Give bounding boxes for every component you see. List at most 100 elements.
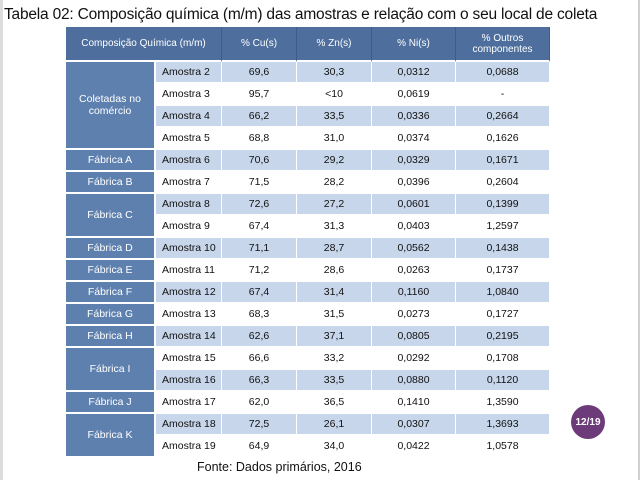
others-cell: 0,1737 <box>456 260 550 282</box>
table-row: Fábrica C Amostra 8 72,6 27,2 0,0601 0,1399 <box>66 194 550 238</box>
cu-cell: 70,6 <box>222 150 297 172</box>
cu-cell: 71,5 <box>222 172 297 194</box>
sample-name-cell: Amostra 12 <box>156 282 222 304</box>
ni-cell: 0,0422 <box>372 436 456 458</box>
others-cell: 1,0578 <box>456 436 550 458</box>
sample-name-cell: Amostra 8 <box>156 194 222 216</box>
source-caption: Fonte: Dados primários, 2016 <box>197 460 362 474</box>
cu-cell: 66,2 <box>222 106 297 128</box>
zn-cell: 30,3 <box>297 62 372 84</box>
table-row: Fábrica D Amostra 10 71,1 28,7 0,0562 0,1438 <box>66 238 550 260</box>
cu-cell: 66,6 <box>222 348 297 370</box>
ni-cell: 0,0273 <box>372 304 456 326</box>
table-body: Coletadas no comércio Amostra 2 69,6 30,3 0,… <box>66 62 550 458</box>
others-cell: 1,0840 <box>456 282 550 304</box>
zn-cell: 28,7 <box>297 238 372 260</box>
table-header-row: Composição Química (m/m) % Cu(s) % Zn(s)… <box>66 27 550 62</box>
cu-cell: 95,7 <box>222 84 297 106</box>
cu-cell: 64,9 <box>222 436 297 458</box>
zn-cell: 31,4 <box>297 282 372 304</box>
sample-name-cell: Amostra 18 <box>156 414 222 436</box>
table-title: Tabela 02: Composição química (m/m) das … <box>4 6 598 23</box>
others-cell: 0,1671 <box>456 150 550 172</box>
ni-cell: 0,1160 <box>372 282 456 304</box>
sample-name-cell: Amostra 15 <box>156 348 222 370</box>
header-zn: % Zn(s) <box>297 27 372 62</box>
ni-cell: 0,0312 <box>372 62 456 84</box>
sample-name-cell: Amostra 19 <box>156 436 222 458</box>
group-label-cell: Fábrica J <box>66 392 156 414</box>
zn-cell: 33,2 <box>297 348 372 370</box>
group-label-cell: Fábrica A <box>66 150 156 172</box>
cu-cell: 71,1 <box>222 238 297 260</box>
cu-cell: 62,0 <box>222 392 297 414</box>
ni-cell: 0,0263 <box>372 260 456 282</box>
table-row: Fábrica E Amostra 11 71,2 28,6 0,0263 0,1737 <box>66 260 550 282</box>
group-label-cell: Fábrica D <box>66 238 156 260</box>
zn-cell: 33,5 <box>297 370 372 392</box>
group-label-cell: Coletadas no comércio <box>66 62 156 150</box>
others-cell: 0,1399 <box>456 194 550 216</box>
sample-name-cell: Amostra 10 <box>156 238 222 260</box>
sample-name-cell: Amostra 6 <box>156 150 222 172</box>
group-label-cell: Fábrica C <box>66 194 156 238</box>
others-cell: 0,1626 <box>456 128 550 150</box>
table-row: Fábrica I Amostra 15 66,6 33,2 0,0292 0,1708 <box>66 348 550 392</box>
sample-name-cell: Amostra 16 <box>156 370 222 392</box>
right-border <box>638 0 640 480</box>
cu-cell: 69,6 <box>222 62 297 84</box>
cu-cell: 67,4 <box>222 282 297 304</box>
zn-cell: 28,2 <box>297 172 372 194</box>
group-label-cell: Fábrica F <box>66 282 156 304</box>
header-ni: % Ni(s) <box>372 27 456 62</box>
table-row: Amostra 3 95,7 <10 0,0619- <box>66 84 550 106</box>
ni-cell: 0,0292 <box>372 348 456 370</box>
zn-cell: 34,0 <box>297 436 372 458</box>
table-row: Fábrica A Amostra 6 70,6 29,2 0,0329 0,1671 <box>66 150 550 172</box>
others-cell: 0,1120 <box>456 370 550 392</box>
sample-name-cell: Amostra 7 <box>156 172 222 194</box>
others-cell: 1,2597 <box>456 216 550 238</box>
sample-name-cell: Amostra 2 <box>156 62 222 84</box>
group-label-cell: Fábrica G <box>66 304 156 326</box>
header-others: % Outros componentes <box>456 27 550 62</box>
sample-name-cell: Amostra 5 <box>156 128 222 150</box>
ni-cell: 0,0562 <box>372 238 456 260</box>
composition-table: Composição Química (m/m) % Cu(s) % Zn(s)… <box>66 27 550 458</box>
zn-cell: 31,5 <box>297 304 372 326</box>
ni-cell: 0,0336 <box>372 106 456 128</box>
others-cell: 0,2604 <box>456 172 550 194</box>
ni-cell: 0,0396 <box>372 172 456 194</box>
zn-cell: 36,5 <box>297 392 372 414</box>
sample-name-cell: Amostra 11 <box>156 260 222 282</box>
table-row: Fábrica G Amostra 13 68,3 31,5 0,0273 0,1727 <box>66 304 550 326</box>
group-label-cell: Fábrica B <box>66 172 156 194</box>
header-composition: Composição Química (m/m) <box>66 27 222 62</box>
ni-cell: 0,0601 <box>372 194 456 216</box>
zn-cell: 28,6 <box>297 260 372 282</box>
composition-table-container: Composição Química (m/m) % Cu(s) % Zn(s)… <box>66 27 550 458</box>
group-label-cell: Fábrica H <box>66 326 156 348</box>
others-cell: 0,2664 <box>456 106 550 128</box>
zn-cell: 33,5 <box>297 106 372 128</box>
page-number-badge: 12/19 <box>571 405 605 439</box>
cu-cell: 68,8 <box>222 128 297 150</box>
others-cell: 1,3590 <box>456 392 550 414</box>
others-cell: 0,1438 <box>456 238 550 260</box>
group-label-cell: Fábrica I <box>66 348 156 392</box>
others-cell: 0,2195 <box>456 326 550 348</box>
zn-cell: 37,1 <box>297 326 372 348</box>
ni-cell: 0,0374 <box>372 128 456 150</box>
cu-cell: 72,6 <box>222 194 297 216</box>
left-border <box>0 0 3 480</box>
table-row: Amostra 4 66,2 33,5 0,0336 0,2664 <box>66 106 550 128</box>
ni-cell: 0,0880 <box>372 370 456 392</box>
ni-cell: 0,0619 <box>372 84 456 106</box>
ni-cell: 0,0307 <box>372 414 456 436</box>
header-cu: % Cu(s) <box>222 27 297 62</box>
cu-cell: 67,4 <box>222 216 297 238</box>
sample-name-cell: Amostra 4 <box>156 106 222 128</box>
table-row: Fábrica B Amostra 7 71,5 28,2 0,0396 0,2604 <box>66 172 550 194</box>
sample-name-cell: Amostra 13 <box>156 304 222 326</box>
others-cell: 1,3693 <box>456 414 550 436</box>
